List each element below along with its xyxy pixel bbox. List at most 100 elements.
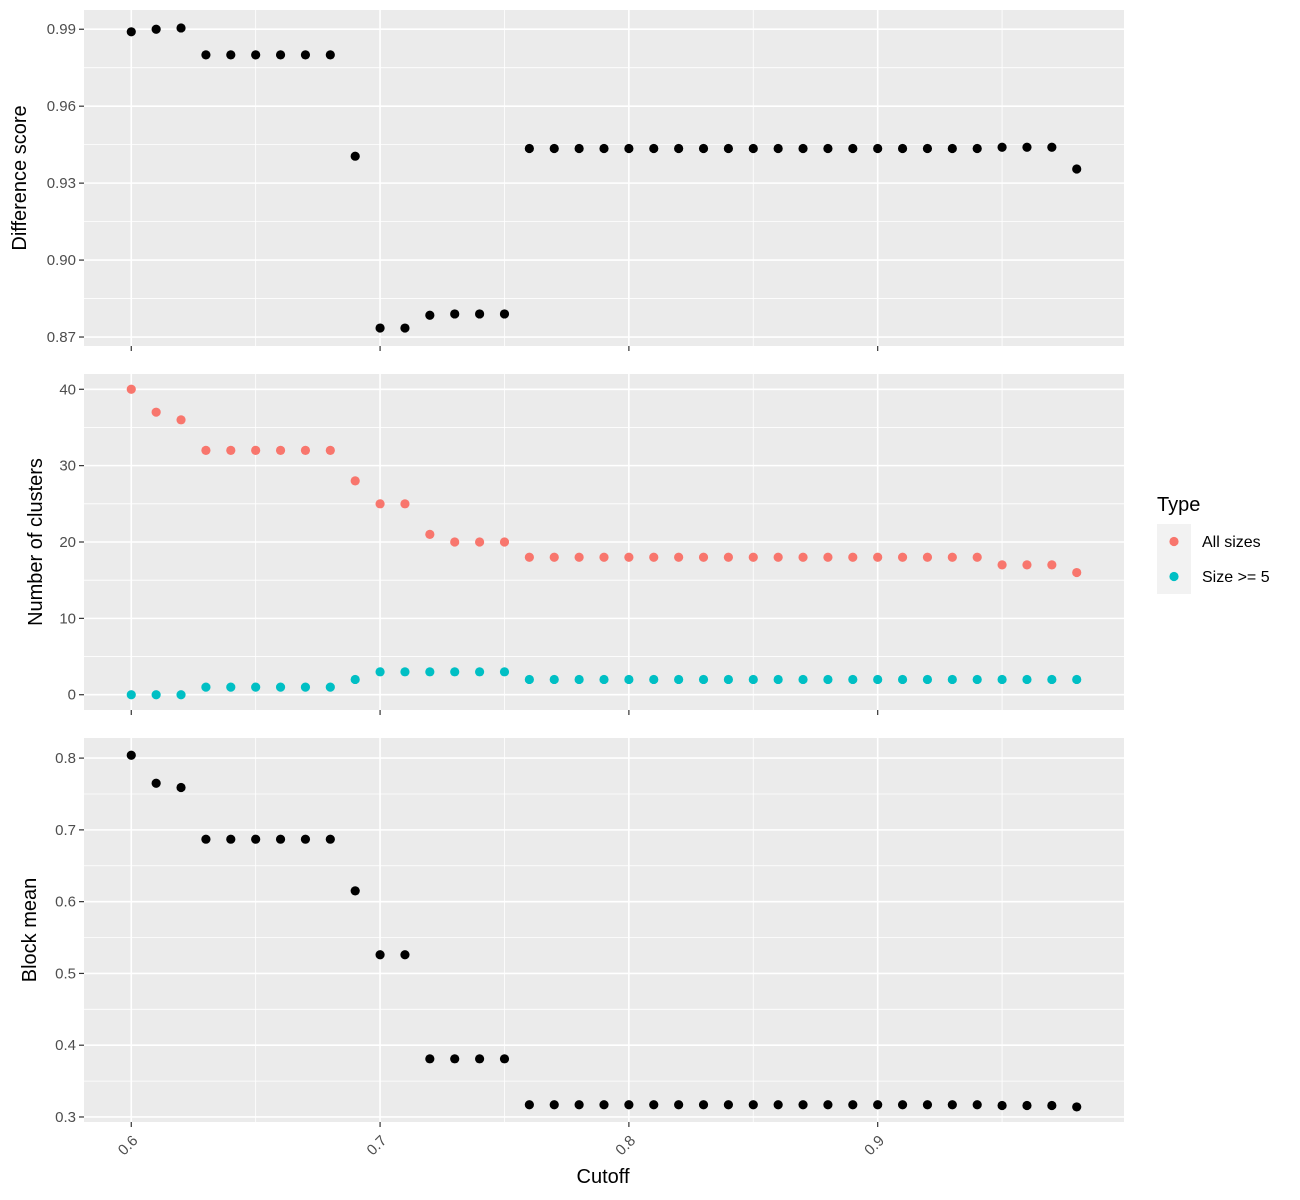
data-point	[723, 143, 734, 154]
data-point	[400, 323, 410, 333]
panel-1: 0.87 0.90 0.93 0.96 0.99 Difference score	[9, 10, 1124, 351]
y-tick-label: 0.96	[47, 98, 76, 115]
data-point	[151, 24, 161, 34]
y-tick-label: 0.93	[47, 175, 76, 192]
y-axis-title: Number of clusters	[25, 458, 47, 626]
data-point	[997, 560, 1007, 570]
data-point	[325, 682, 335, 692]
x-tick-label: 0.6	[115, 1132, 142, 1159]
data-point	[873, 552, 883, 562]
data-point	[848, 143, 858, 154]
data-point	[176, 782, 186, 793]
data-point	[350, 886, 360, 896]
data-point	[922, 143, 933, 154]
data-point	[873, 674, 883, 685]
data-point	[350, 476, 360, 486]
data-point	[126, 690, 136, 700]
data-point	[848, 552, 858, 562]
data-point	[773, 143, 783, 154]
y-tick-label: 40	[59, 381, 76, 398]
data-point	[674, 143, 684, 154]
data-point	[499, 1054, 510, 1064]
data-point	[823, 1100, 833, 1110]
data-point	[474, 1054, 485, 1064]
data-point	[599, 552, 609, 562]
data-point	[226, 50, 236, 60]
data-point	[151, 407, 161, 417]
data-point	[549, 143, 559, 154]
y-tick-label: 0.6	[55, 894, 76, 911]
data-point	[400, 950, 410, 960]
data-point	[798, 1100, 808, 1110]
x-axis-title: Cutoff	[577, 1166, 630, 1188]
data-point	[524, 1100, 534, 1110]
data-point	[1072, 1102, 1082, 1112]
data-point	[624, 1100, 634, 1110]
data-point	[997, 674, 1007, 685]
data-point	[201, 50, 211, 60]
data-point	[425, 310, 435, 320]
data-point	[897, 143, 908, 154]
data-point	[226, 834, 236, 844]
data-point	[524, 552, 534, 562]
data-point	[1072, 674, 1082, 685]
data-point	[997, 142, 1007, 152]
legend-title: Type	[1157, 494, 1200, 516]
data-point	[201, 445, 211, 455]
data-point	[126, 384, 136, 394]
data-point	[823, 552, 833, 562]
data-point	[674, 552, 684, 562]
data-point	[201, 834, 211, 844]
data-point	[1022, 560, 1032, 570]
data-point	[748, 674, 758, 685]
data-point	[798, 143, 808, 154]
legend-key	[1169, 571, 1179, 582]
data-point	[897, 674, 908, 685]
data-point	[275, 834, 286, 844]
y-tick-label: 0	[68, 687, 76, 704]
legend: Type All sizes Size >= 5	[1157, 494, 1270, 594]
data-point	[474, 309, 485, 319]
data-point	[922, 1100, 933, 1110]
data-point	[848, 1100, 858, 1110]
legend-label: Size >= 5	[1202, 569, 1270, 586]
data-point	[798, 674, 808, 685]
data-point	[375, 323, 385, 333]
data-point	[748, 552, 758, 562]
data-point	[698, 1100, 709, 1110]
data-point	[723, 552, 734, 562]
data-point	[251, 50, 261, 60]
series-2	[126, 667, 1082, 700]
x-tick-label: 0.9	[861, 1132, 888, 1159]
y-axis-title: Block mean	[19, 878, 41, 983]
data-point	[649, 674, 659, 685]
data-point	[1047, 1100, 1057, 1111]
data-point	[450, 309, 460, 319]
data-point	[823, 143, 833, 154]
data-point	[350, 151, 360, 161]
data-point	[922, 674, 933, 685]
panel-2: 0 10 20 30 40 Number of clusters	[25, 374, 1124, 715]
data-point	[126, 750, 136, 760]
data-point	[574, 1100, 584, 1110]
data-point	[400, 667, 410, 677]
data-point	[300, 50, 311, 60]
data-point	[947, 674, 957, 685]
data-point	[798, 552, 808, 562]
series-1	[126, 750, 1082, 1112]
y-tick-label: 0.8	[55, 750, 76, 767]
data-point	[972, 674, 982, 685]
y-tick-label: 0.87	[47, 329, 76, 346]
data-point	[972, 1100, 982, 1110]
data-point	[947, 143, 957, 154]
data-point	[300, 445, 311, 455]
data-point	[499, 309, 510, 319]
data-point	[848, 674, 858, 685]
data-point	[698, 143, 709, 154]
data-point	[723, 1100, 734, 1110]
data-point	[300, 682, 311, 692]
data-point	[972, 552, 982, 562]
data-point	[524, 674, 534, 685]
data-point	[251, 682, 261, 692]
